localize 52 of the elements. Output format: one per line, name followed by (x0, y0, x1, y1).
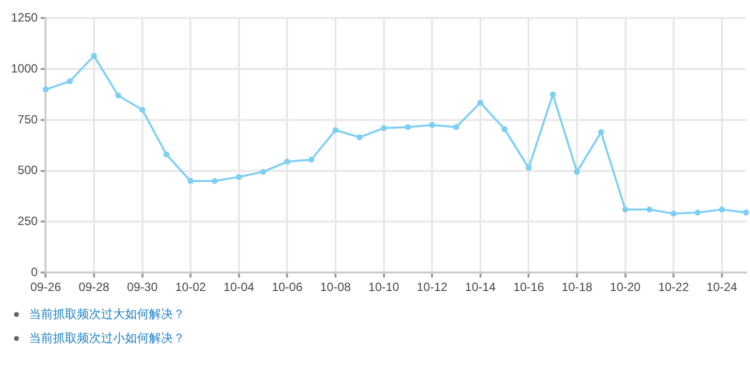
point (42, 86, 49, 92)
text: 当前抓取频次过小如何解决？ (29, 331, 185, 345)
point (453, 124, 460, 130)
x-tick-label: 10-04 (224, 280, 255, 294)
x-tick-label: 09-26 (30, 280, 62, 294)
x-tick-label: 09-28 (78, 280, 110, 294)
point (163, 152, 170, 158)
point (694, 210, 701, 216)
x-tick-label: 10-20 (610, 280, 641, 294)
x-tick-label: 10-08 (320, 280, 352, 294)
point (646, 206, 652, 213)
point (356, 134, 363, 140)
x-tick-label: 10-22 (658, 280, 690, 294)
x-tick-label: 10-02 (175, 280, 206, 294)
point (404, 124, 411, 130)
point (718, 206, 725, 213)
point (90, 52, 97, 59)
point (332, 127, 338, 134)
x-tick-label: 10-14 (465, 280, 496, 294)
point (115, 92, 122, 99)
point (574, 168, 580, 175)
point (139, 106, 146, 113)
point (380, 125, 387, 132)
y-tick-label: 250 (18, 214, 38, 228)
x-tick-label: 10-24 (706, 280, 738, 294)
point (188, 178, 194, 184)
point (526, 164, 532, 171)
point (502, 126, 508, 132)
point (670, 210, 677, 217)
point (743, 210, 749, 216)
point (429, 122, 436, 128)
point (260, 168, 266, 175)
x-tick-label: 10-06 (272, 280, 303, 294)
x-tick-label: 10-16 (513, 280, 544, 294)
y-tick-label: 1000 (10, 61, 38, 76)
x-tick-label: 10-10 (368, 280, 400, 294)
point (622, 206, 628, 213)
y-tick-label: 1250 (10, 10, 38, 25)
y-tick-label: 750 (18, 112, 38, 126)
point (66, 78, 73, 84)
x-tick-label: 10-12 (416, 280, 448, 294)
y-tick-label: 0 (31, 264, 38, 279)
point (236, 174, 242, 180)
point (598, 129, 604, 136)
y-tick-label: 500 (18, 163, 38, 178)
x-tick-label: 09-30 (126, 280, 158, 294)
x-tick-label: 10-18 (562, 280, 593, 294)
point (284, 158, 290, 165)
point (308, 156, 314, 163)
point (477, 100, 484, 106)
point (212, 178, 218, 184)
text: 当前抓取频次过大如何解决？ (29, 307, 185, 321)
